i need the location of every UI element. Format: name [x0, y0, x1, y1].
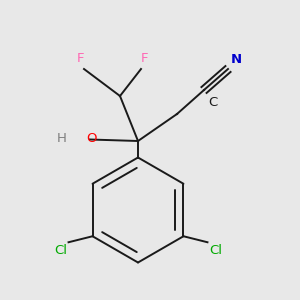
Text: H: H [57, 131, 66, 145]
Text: F: F [140, 52, 148, 64]
Text: Cl: Cl [209, 244, 222, 257]
Text: N: N [231, 53, 242, 66]
Text: Cl: Cl [54, 244, 67, 257]
Text: C: C [208, 96, 218, 109]
Text: F: F [77, 52, 85, 64]
Text: O: O [86, 131, 97, 145]
